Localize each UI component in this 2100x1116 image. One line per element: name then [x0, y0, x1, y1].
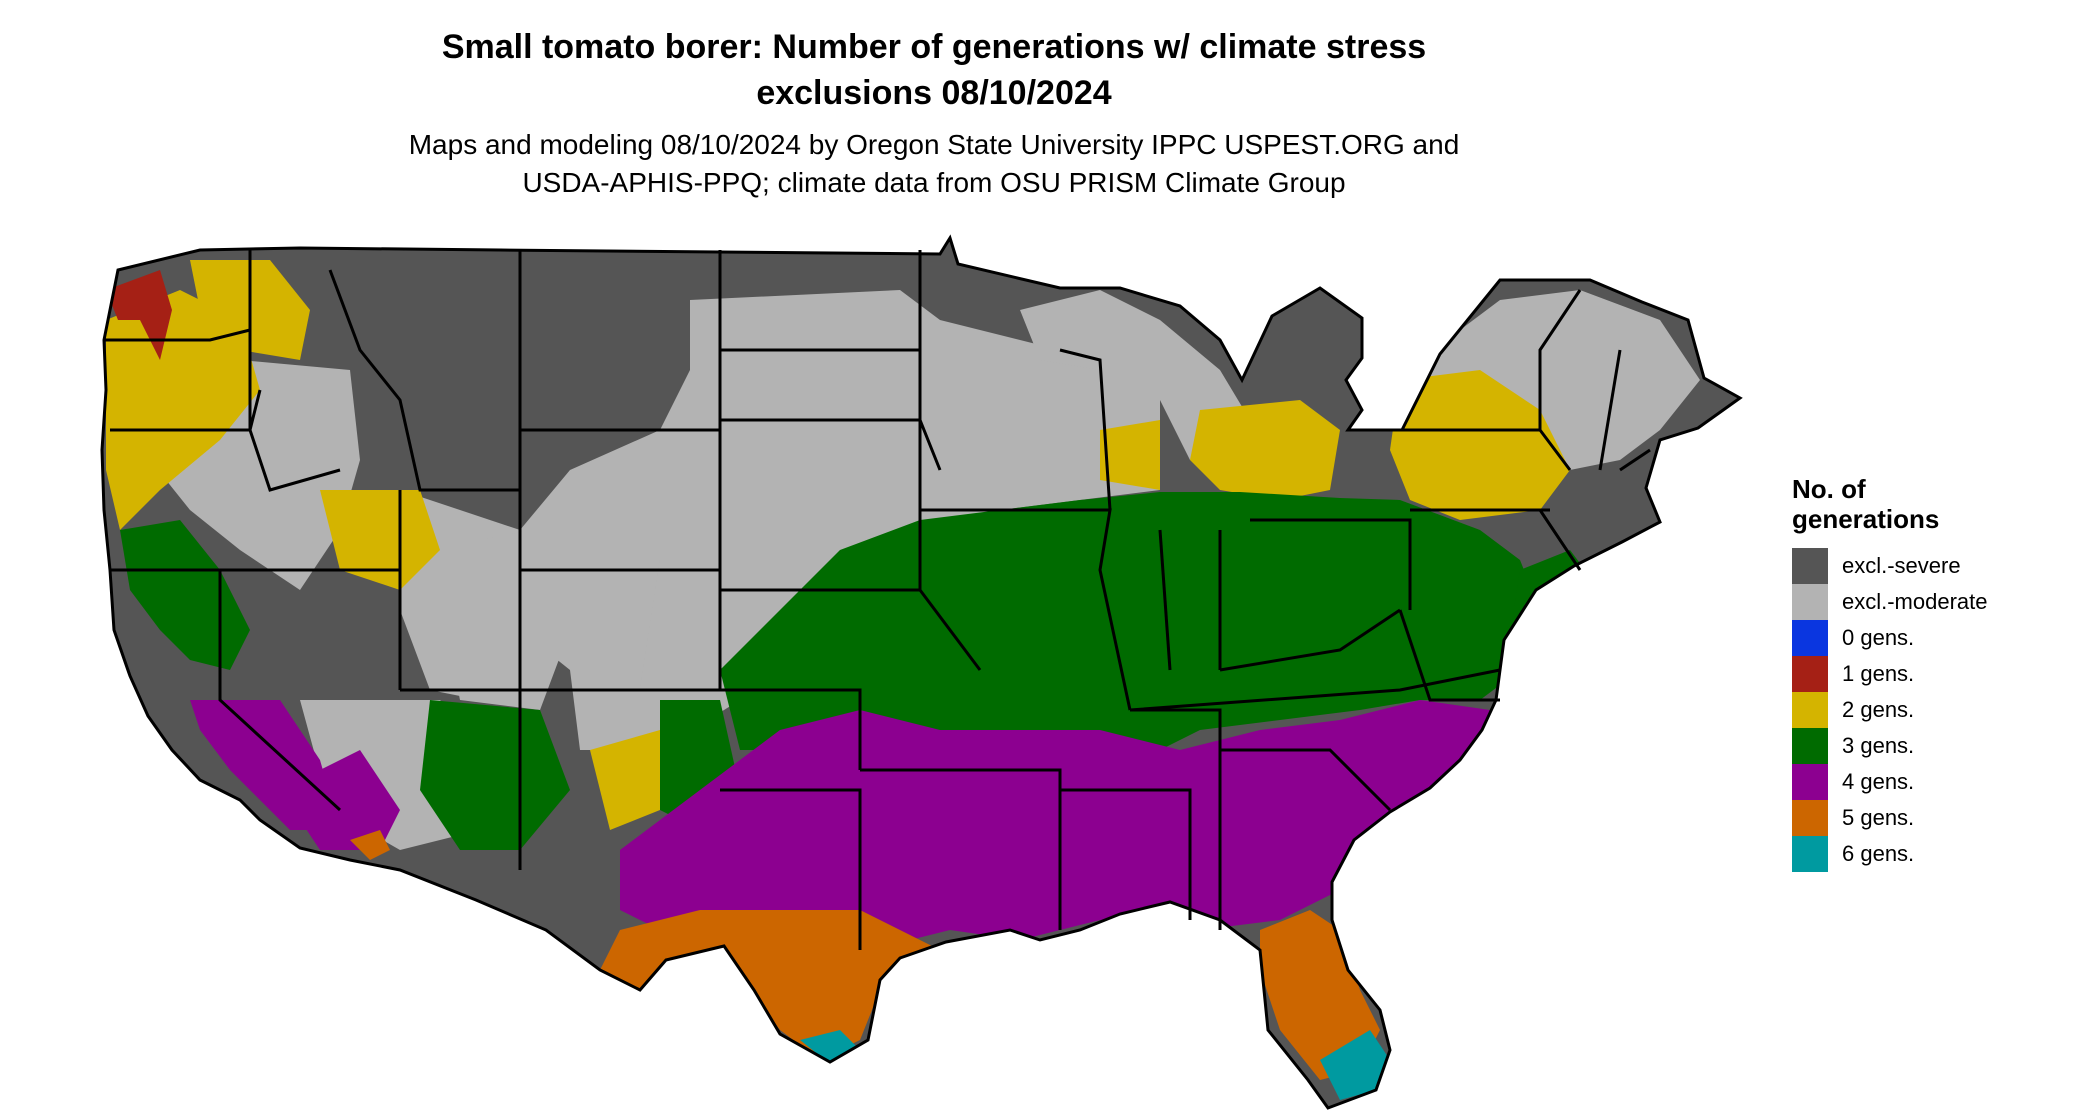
legend-label: 1 gens. — [1842, 661, 1915, 686]
region-5-gens-gulf-coast — [600, 910, 940, 1060]
legend-title-line-2: generations — [1792, 504, 1940, 534]
legend-swatch — [1792, 764, 1828, 800]
legend-title: No. of generations — [1792, 474, 2082, 534]
subtitle-line-2: USDA-APHIS-PPQ; climate data from OSU PR… — [522, 167, 1346, 198]
region-3-gens-midwest — [720, 492, 1540, 790]
region-4-gens-south — [620, 700, 1520, 950]
legend-swatch — [1792, 800, 1828, 836]
legend-label: excl.-moderate — [1842, 589, 1988, 614]
legend-item: excl.-severe — [1792, 548, 2082, 584]
legend-item: excl.-moderate — [1792, 584, 2082, 620]
legend-swatch — [1792, 620, 1828, 656]
legend-item: 6 gens. — [1792, 836, 2082, 872]
chart-subtitle: Maps and modeling 08/10/2024 by Oregon S… — [0, 126, 1868, 202]
legend-swatch — [1792, 548, 1828, 584]
legend-items: excl.-severe excl.-moderate 0 gens. 1 gens.… — [1792, 548, 2082, 872]
region-1-gen-cascades — [106, 270, 172, 360]
legend-label: 0 gens. — [1842, 625, 1915, 650]
legend-swatch — [1792, 656, 1828, 692]
legend-label: 6 gens. — [1842, 841, 1915, 866]
legend: No. of generations excl.-severe excl.-mod… — [1792, 474, 2082, 872]
region-excl-moderate-great-lakes — [1020, 290, 1250, 460]
region-3-gens-california-valley — [120, 520, 250, 670]
region-excl-moderate-west-texas — [640, 520, 760, 690]
state-boundaries — [100, 234, 1743, 1110]
legend-item: 4 gens. — [1792, 764, 2082, 800]
region-5-gens-florida — [1260, 910, 1380, 1080]
legend-swatch — [1792, 584, 1828, 620]
subtitle-line-1: Maps and modeling 08/10/2024 by Oregon S… — [408, 129, 1460, 160]
legend-label: 2 gens. — [1842, 697, 1915, 722]
chart-title: Small tomato borer: Number of generation… — [0, 24, 1868, 116]
legend-item: 1 gens. — [1792, 656, 2082, 692]
region-2-gens-pennsylvania-ny — [1390, 370, 1570, 520]
legend-swatch — [1792, 836, 1828, 872]
region-2-gens-wisconsin-edge — [1100, 420, 1160, 490]
legend-title-line-1: No. of — [1792, 474, 1866, 504]
region-2-gens-michigan — [1190, 400, 1340, 500]
legend-label: 3 gens. — [1842, 733, 1915, 758]
region-2-gens-new-mexico-edge — [590, 730, 660, 830]
region-4-gens-arizona — [280, 750, 400, 850]
legend-label: 4 gens. — [1842, 769, 1915, 794]
legend-item: 3 gens. — [1792, 728, 2082, 764]
region-3-gens-southwest-upland — [420, 700, 570, 850]
region-2-gens-mountain-west — [320, 490, 440, 590]
region-6-gens-florida-tip — [1320, 1030, 1390, 1100]
legend-label: excl.-severe — [1842, 553, 1961, 578]
region-5-gens-arizona-spot — [350, 830, 390, 860]
region-excl-moderate-new-mexico — [430, 530, 570, 710]
legend-swatch — [1792, 692, 1828, 728]
legend-item: 2 gens. — [1792, 692, 2082, 728]
legend-item: 5 gens. — [1792, 800, 2082, 836]
legend-label: 5 gens. — [1842, 805, 1915, 830]
title-line-1: Small tomato borer: Number of generation… — [441, 28, 1427, 66]
region-2-gens-pacific-northwest — [106, 290, 260, 530]
legend-item: 0 gens. — [1792, 620, 2082, 656]
legend-swatch — [1792, 728, 1828, 764]
title-line-2: exclusions 08/10/2024 — [756, 74, 1112, 112]
us-generations-map — [100, 234, 1743, 1110]
